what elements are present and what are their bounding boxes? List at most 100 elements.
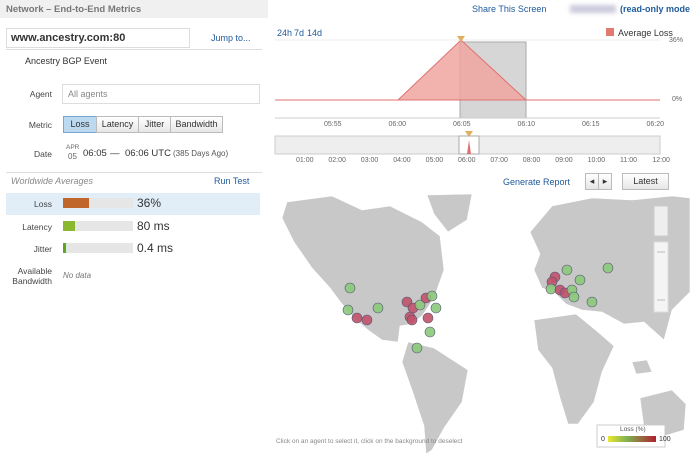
agent[interactable]	[568, 291, 580, 303]
metric-button[interactable]: Bandwidth	[170, 116, 223, 133]
metric-button[interactable]: Jitter	[138, 116, 171, 133]
range-link[interactable]: 24h	[277, 28, 293, 38]
next-button[interactable]: ▸	[598, 173, 612, 190]
range-link[interactable]: 14d	[307, 28, 323, 38]
run-test[interactable]: Run Test	[214, 176, 250, 186]
agent-select[interactable]	[62, 84, 260, 104]
x-tick-label: 05:55	[324, 121, 342, 128]
average-label: Available Bandwidth	[12, 266, 52, 286]
agent[interactable]	[602, 262, 614, 274]
zoom-control[interactable]	[653, 205, 669, 313]
agent[interactable]	[424, 326, 436, 338]
nav-tick-label: 03:00	[360, 157, 379, 164]
legend-min: 0	[601, 436, 605, 443]
nav-tick-label: 08:00	[522, 157, 541, 164]
y-tick-label: 0%	[672, 96, 683, 103]
nav-tick-label: 04:00	[393, 157, 411, 164]
agent[interactable]	[422, 312, 434, 324]
average-value: 36%	[137, 196, 162, 210]
bar-track	[63, 198, 133, 208]
legend-gradient	[608, 436, 656, 442]
divider	[6, 172, 262, 173]
bar-track	[63, 221, 133, 231]
date-month: APR	[66, 144, 80, 151]
map[interactable]	[272, 192, 690, 461]
legend-title: Loss (%)	[620, 426, 646, 433]
latest-button[interactable]: Latest	[622, 173, 669, 190]
nav-tick-label: 06:00	[458, 157, 476, 164]
x-tick-label: 06:10	[517, 121, 536, 128]
x-tick-label: 06:15	[582, 121, 600, 128]
bar-fill	[63, 243, 66, 253]
agent[interactable]	[574, 274, 586, 286]
marker	[465, 131, 473, 137]
prev-button[interactable]: ◂	[585, 173, 599, 190]
target-select[interactable]	[6, 28, 190, 48]
divider	[6, 49, 262, 50]
nav-tick-label: 09:00	[555, 157, 573, 164]
agent[interactable]	[344, 282, 356, 294]
nav-tick-label: 02:00	[328, 157, 346, 164]
nav-tick-label: 10:00	[587, 157, 606, 164]
metric-button[interactable]: Loss	[63, 116, 97, 133]
time-end: 06:06 UTC	[125, 148, 171, 159]
marker	[457, 36, 465, 42]
legend-label: Average Loss	[618, 28, 673, 38]
metric-button[interactable]: Latency	[96, 116, 139, 133]
x-tick-label: 06:20	[646, 121, 665, 128]
agent[interactable]	[406, 314, 418, 326]
agent[interactable]	[411, 342, 423, 354]
agents	[342, 262, 614, 354]
date-label: Date	[34, 149, 52, 159]
loss-area	[275, 39, 660, 101]
nav-tick-label: 01:00	[296, 157, 314, 164]
mode-label: (read-only mode)	[620, 4, 690, 14]
user-name	[570, 5, 616, 13]
legend-max: 100	[659, 436, 671, 443]
timeline-chart	[274, 36, 661, 155]
header-bar	[0, 0, 268, 18]
nav-tick-label: 05:00	[425, 157, 444, 164]
bar-fill	[63, 198, 89, 208]
x-tick-label: 06:00	[388, 121, 407, 128]
x-tick-label: 06:05	[453, 121, 471, 128]
nav-tick-label: 12:00	[652, 157, 670, 164]
report-link[interactable]: Generate Report	[503, 177, 571, 187]
agent[interactable]	[586, 296, 598, 308]
time-dash: —	[110, 148, 120, 159]
agent[interactable]	[361, 314, 373, 326]
page-title: Network – End-to-End Metrics	[6, 4, 142, 15]
average-value: 0.4 ms	[137, 241, 174, 255]
map-hint: Click on an agent to select it, click on…	[276, 438, 463, 445]
nav-tick-label: 11:00	[620, 157, 637, 164]
time-start: 06:05	[83, 148, 107, 159]
date-day: 05	[68, 152, 77, 161]
days-ago: (385 Days Ago)	[173, 149, 229, 158]
agent[interactable]	[430, 302, 442, 314]
event: Ancestry BGP Event	[25, 56, 107, 66]
navigator-spike	[467, 140, 471, 154]
agent[interactable]	[342, 304, 354, 316]
agent[interactable]	[545, 283, 557, 295]
range-link[interactable]: 7d	[294, 28, 305, 38]
average-label: Jitter	[33, 244, 52, 254]
y-tick-label: 36%	[669, 37, 684, 44]
metric-label: Metric	[28, 120, 52, 130]
agent[interactable]	[372, 302, 384, 314]
legend-swatch	[606, 28, 614, 36]
average-label: Loss	[34, 199, 52, 209]
target: www.ancestry.com:80	[11, 32, 126, 44]
averages-title: Worldwide Averages	[11, 176, 94, 186]
nav-tick-label: 07:00	[490, 157, 508, 164]
agent[interactable]	[426, 290, 438, 302]
agent[interactable]	[561, 264, 573, 276]
share-link[interactable]: Share This Screen	[472, 4, 547, 14]
agent[interactable]	[414, 299, 426, 311]
agent-value: All agents	[68, 89, 108, 99]
average-label: Latency	[22, 222, 52, 232]
jump-to[interactable]: Jump to...	[211, 33, 251, 43]
agent-label: Agent	[29, 89, 52, 99]
agent[interactable]	[351, 312, 363, 324]
average-value: 80 ms	[137, 219, 170, 233]
average-value: No data	[63, 271, 92, 280]
